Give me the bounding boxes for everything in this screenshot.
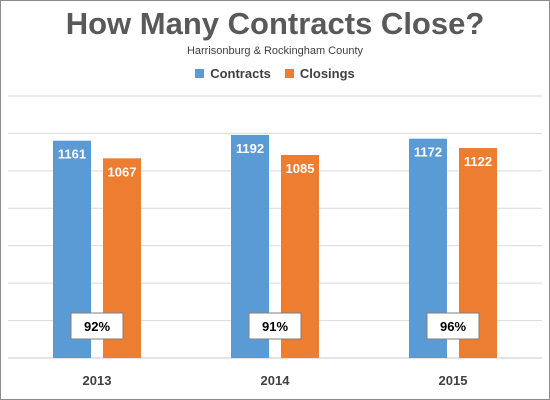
data-label-contracts-2015: 1172 [414, 145, 442, 160]
data-label-contracts-2014: 1192 [236, 141, 264, 156]
percent-box-2014 [248, 312, 302, 340]
percent-label-2014: 91% [262, 319, 288, 334]
chart-legend: Contracts Closings [0, 66, 550, 81]
x-tick-label-2014: 2014 [261, 373, 291, 388]
x-tick-label-2013: 2013 [83, 373, 112, 388]
data-label-contracts-2013: 1161 [58, 147, 86, 162]
legend-swatch-contracts [195, 69, 205, 78]
legend-item-closings: Closings [284, 66, 355, 81]
percent-box-2013 [70, 312, 124, 340]
percent-box-2015 [426, 312, 480, 340]
legend-swatch-closings [284, 69, 294, 78]
percent-label-2013: 92% [84, 319, 110, 334]
legend-item-contracts: Contracts [195, 66, 271, 81]
data-label-closings-2013: 1067 [108, 164, 137, 179]
chart-subtitle: Harrisonburg & Rockingham County [186, 45, 364, 57]
data-label-closings-2015: 1122 [464, 154, 492, 169]
legend-label-closings: Closings [299, 66, 355, 81]
percent-label-2015: 96% [440, 319, 466, 334]
data-label-closings-2014: 1085 [286, 161, 315, 176]
legend-label-contracts: Contracts [210, 66, 271, 81]
x-tick-label-2015: 2015 [439, 373, 468, 388]
chart-title: How Many Contracts Close? [65, 6, 485, 41]
